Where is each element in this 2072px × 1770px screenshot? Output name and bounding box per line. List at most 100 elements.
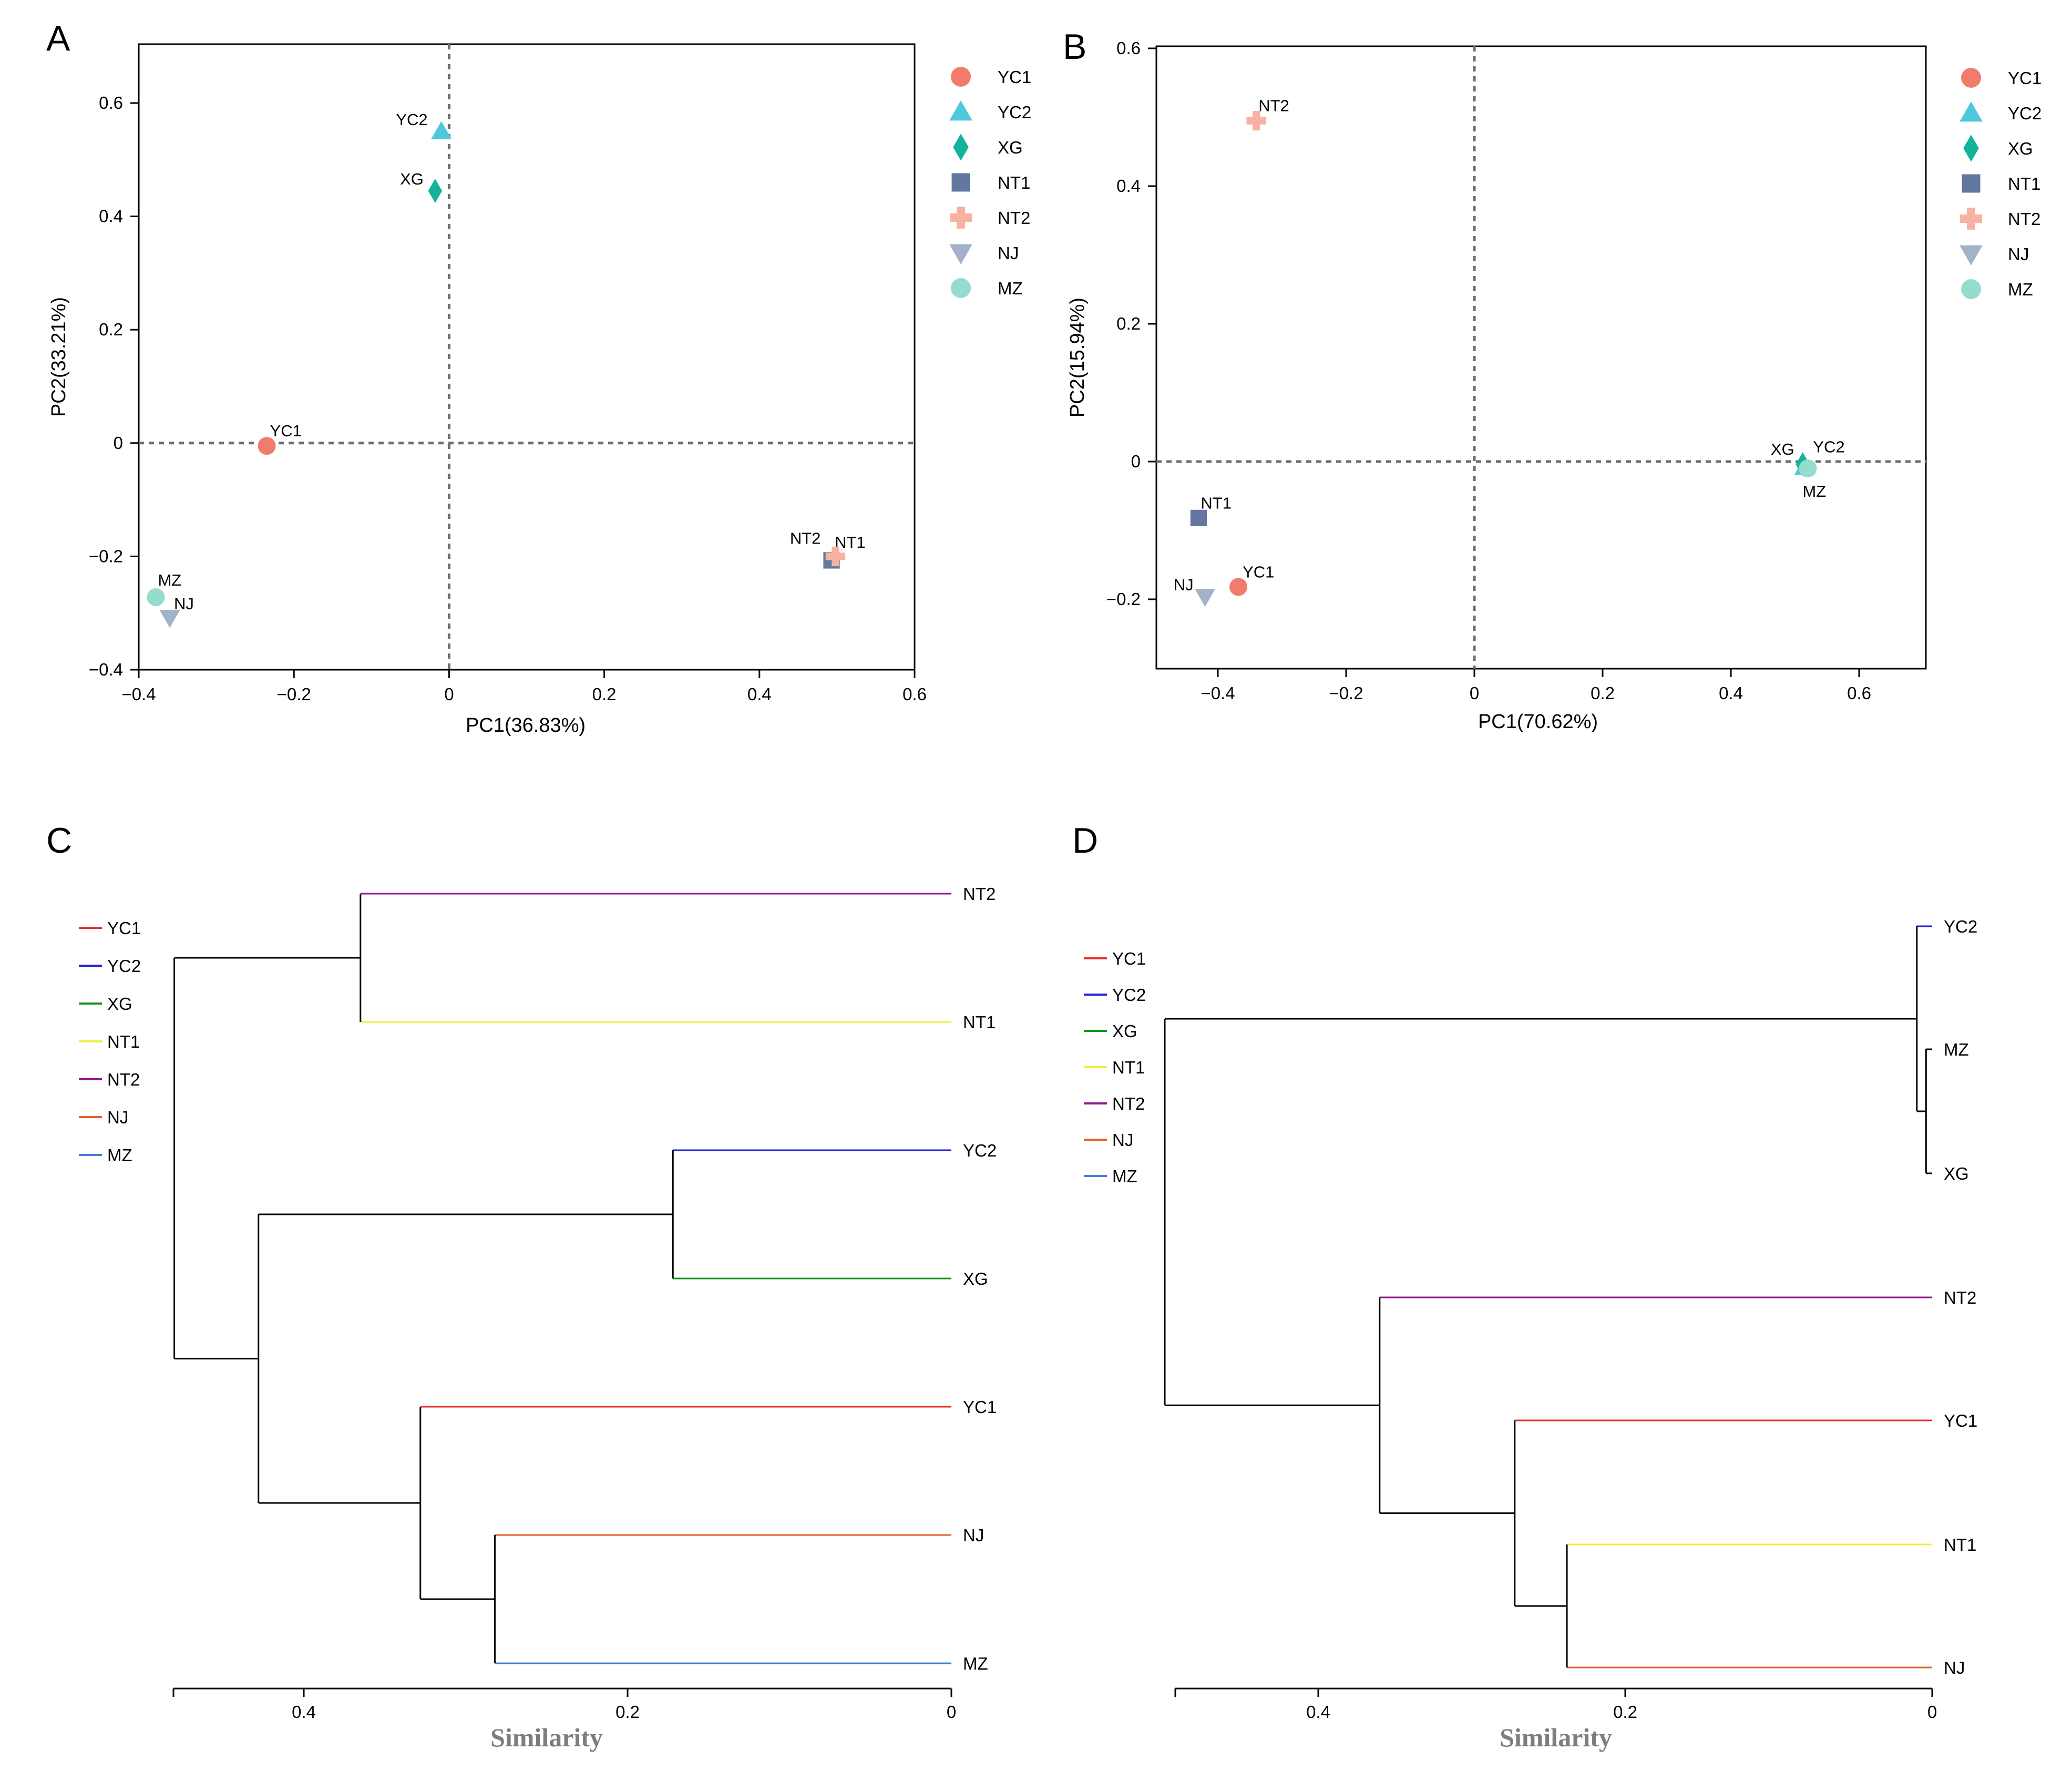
point-label-nt1: NT1 — [835, 533, 866, 551]
legend-label-yc2: YC2 — [998, 103, 1031, 122]
legend-label-mz: MZ — [1112, 1167, 1137, 1186]
x-tick-label: −0.2 — [1329, 683, 1363, 703]
point-mz — [1799, 459, 1817, 478]
point-yc2 — [431, 121, 452, 139]
y-tick-label: 0.6 — [1116, 38, 1141, 58]
point-nt2 — [825, 546, 846, 567]
leaf-label-nj: NJ — [1944, 1658, 1965, 1677]
legend-label-yc1: YC1 — [107, 918, 141, 938]
point-label-nt2: NT2 — [1258, 97, 1289, 115]
legend-label-nt2: NT2 — [2008, 209, 2040, 229]
x-tick-label: 0 — [1470, 683, 1479, 703]
legend-label-mz: MZ — [2008, 280, 2033, 299]
y-tick-label: 0.2 — [99, 320, 123, 339]
point-label-nt1: NT1 — [1201, 494, 1232, 512]
legend-label-yc2: YC2 — [2008, 104, 2042, 123]
point-nt2 — [1246, 110, 1266, 131]
point-label-mz: MZ — [1802, 482, 1826, 500]
legend-label-nj: NJ — [1112, 1130, 1133, 1150]
legend-marker-nt2 — [1960, 208, 1982, 230]
x-tick-label: 0.2 — [592, 684, 617, 704]
point-label-yc2: YC2 — [1813, 437, 1844, 456]
similarity-axis-label: Similarity — [490, 1723, 603, 1752]
point-nt1 — [1190, 509, 1207, 527]
point-yc1 — [1229, 578, 1248, 596]
legend-label-xg: XG — [107, 994, 132, 1014]
x-tick-label: −0.4 — [1201, 683, 1235, 703]
legend-label-nj: NJ — [107, 1108, 128, 1127]
leaf-label-nt1: NT1 — [1944, 1535, 1976, 1554]
y-tick-label: 0.4 — [1116, 176, 1141, 196]
leaf-label-mz: MZ — [1944, 1040, 1969, 1059]
y-tick-label: 0 — [114, 433, 123, 453]
panel-letter-d: D — [1072, 821, 1098, 861]
leaf-label-nt2: NT2 — [1944, 1288, 1976, 1307]
y-tick-label: 0 — [1131, 452, 1141, 471]
point-nj — [159, 610, 180, 628]
point-label-xg: XG — [1771, 440, 1794, 458]
point-label-yc1: YC1 — [1243, 562, 1274, 581]
point-yc1 — [258, 437, 276, 455]
panel-letter-b: B — [1063, 27, 1086, 67]
legend-marker-nj — [949, 244, 972, 264]
point-label-mz: MZ — [158, 571, 181, 589]
leaf-label-xg: XG — [963, 1269, 988, 1288]
legend-marker-yc2 — [949, 100, 972, 121]
point-label-nj: NJ — [1174, 576, 1194, 594]
point-mz — [147, 588, 165, 607]
leaf-label-yc2: YC2 — [1944, 917, 1977, 936]
legend-label-xg: XG — [1112, 1021, 1137, 1041]
legend-label-xg: XG — [2008, 139, 2033, 158]
x-tick-label: 0 — [947, 1702, 956, 1722]
legend-label-mz: MZ — [107, 1145, 132, 1165]
legend-marker-mz — [951, 278, 971, 298]
leaf-label-xg: XG — [1944, 1164, 1969, 1183]
y-tick-label: −0.4 — [89, 660, 123, 679]
point-xg — [428, 179, 443, 203]
point-label-yc1: YC1 — [270, 422, 302, 440]
legend-marker-xg — [1963, 135, 1979, 162]
leaf-label-yc1: YC1 — [1944, 1411, 1977, 1430]
y-tick-label: 0.6 — [99, 93, 123, 112]
legend-marker-nt1 — [1962, 174, 1981, 193]
x-tick-label: 0.4 — [292, 1702, 316, 1722]
y-tick-label: −0.2 — [89, 546, 123, 566]
y-tick-label: 0.2 — [1116, 314, 1141, 333]
legend-label-nt1: NT1 — [1112, 1058, 1145, 1077]
x-axis-label: PC1(70.62%) — [1478, 711, 1598, 733]
legend-marker-mz — [1961, 279, 1981, 299]
y-axis-label: PC2(15.94%) — [1066, 298, 1089, 417]
pcoa-panel-b: −0.4 −0.2 0 0.2 0.4 0.6 −0.2 0 0.2 0.4 0.6 PC1(70.6… — [1066, 38, 2042, 733]
plot-frame — [1155, 45, 1927, 670]
x-tick-label: 0.2 — [1591, 683, 1615, 703]
dendrogram-panel-c: NT2 NT1 YC2 XG YC1 NJ MZ 0.4 0.2 0 Similarity YC1 YC… — [79, 884, 997, 1752]
x-tick-label: 0.6 — [902, 684, 927, 704]
x-tick-label: 0.2 — [1613, 1702, 1637, 1722]
x-tick-label: −0.4 — [121, 684, 156, 704]
similarity-axis-label: Similarity — [1500, 1723, 1612, 1752]
x-tick-label: 0.6 — [1847, 683, 1871, 703]
point-label-xg: XG — [400, 170, 424, 188]
point-label-yc2: YC2 — [396, 110, 427, 129]
x-tick-label: 0.4 — [1719, 683, 1743, 703]
point-nj — [1195, 589, 1216, 607]
legend-label-nj: NJ — [998, 243, 1019, 263]
legend-marker-yc1 — [951, 67, 971, 87]
panel-letter-c: C — [46, 821, 72, 861]
legend-label-nt1: NT1 — [2008, 174, 2040, 193]
legend-label-nt2: NT2 — [107, 1070, 140, 1089]
legend-label-nt1: NT1 — [998, 173, 1030, 192]
legend-label-nj: NJ — [2008, 244, 2029, 264]
legend-marker-xg — [953, 134, 969, 161]
point-label-nt2: NT2 — [790, 529, 821, 547]
y-tick-label: 0.4 — [99, 207, 123, 226]
x-tick-label: 0.4 — [1306, 1702, 1330, 1722]
legend-label-mz: MZ — [998, 279, 1023, 298]
legend-label-yc2: YC2 — [1112, 985, 1146, 1005]
x-tick-label: 0 — [444, 684, 454, 704]
legend-label-xg: XG — [998, 138, 1023, 157]
legend-marker-yc2 — [1960, 101, 1983, 122]
x-tick-label: 0.2 — [616, 1702, 640, 1722]
plot-frame — [138, 43, 916, 671]
leaf-label-yc1: YC1 — [963, 1397, 997, 1417]
